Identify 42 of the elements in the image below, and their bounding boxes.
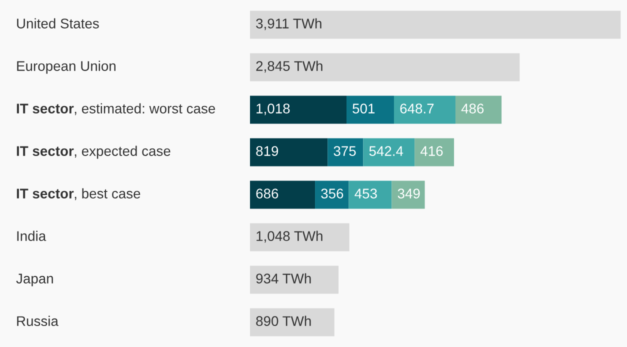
data-label: 416 [420, 146, 443, 156]
data-label: 349 [398, 188, 420, 198]
bar [363, 138, 415, 166]
bar [328, 138, 364, 166]
data-label: 934 TWh [256, 273, 311, 284]
y-tick-label: IT sector, best case [16, 188, 140, 200]
bar [414, 138, 454, 166]
data-label: 890 TWh [256, 316, 311, 326]
bar [250, 308, 334, 336]
data-label: 453 [354, 188, 377, 198]
data-label: 542.4 [369, 146, 404, 156]
y-tick-label: Russia [17, 316, 58, 326]
bar [392, 180, 425, 209]
data-label: 686 [256, 188, 278, 198]
bar [348, 180, 392, 209]
data-label: 486 [461, 104, 484, 114]
bar [250, 53, 520, 82]
bar [455, 96, 502, 124]
bar [394, 96, 456, 124]
data-label: 1,018 [256, 104, 290, 116]
data-label: 375 [334, 146, 356, 156]
bar [250, 223, 350, 252]
y-tick-label: India [17, 230, 46, 241]
data-label: 1,048 TWh [256, 230, 322, 243]
bar [250, 138, 328, 166]
data-label: 2,845 TWh [256, 60, 322, 73]
bar [250, 266, 339, 294]
data-label: 819 [256, 146, 278, 156]
data-label: 356 [321, 188, 344, 198]
bar [250, 180, 316, 209]
y-tick-label: Japan [16, 274, 53, 286]
data-label: 501 [352, 104, 375, 114]
y-tick-label: United States [17, 18, 99, 28]
y-tick-label: IT sector, expected case [16, 146, 170, 159]
bar [250, 96, 346, 124]
data-label: 648.7 [400, 104, 434, 114]
y-tick-label: IT sector, estimated: worst case [16, 103, 216, 116]
bar [250, 10, 621, 39]
bar [346, 96, 394, 124]
y-tick-label: European Union [17, 60, 116, 74]
data-label: 3,911 TWh [256, 18, 322, 30]
bar [315, 180, 349, 209]
